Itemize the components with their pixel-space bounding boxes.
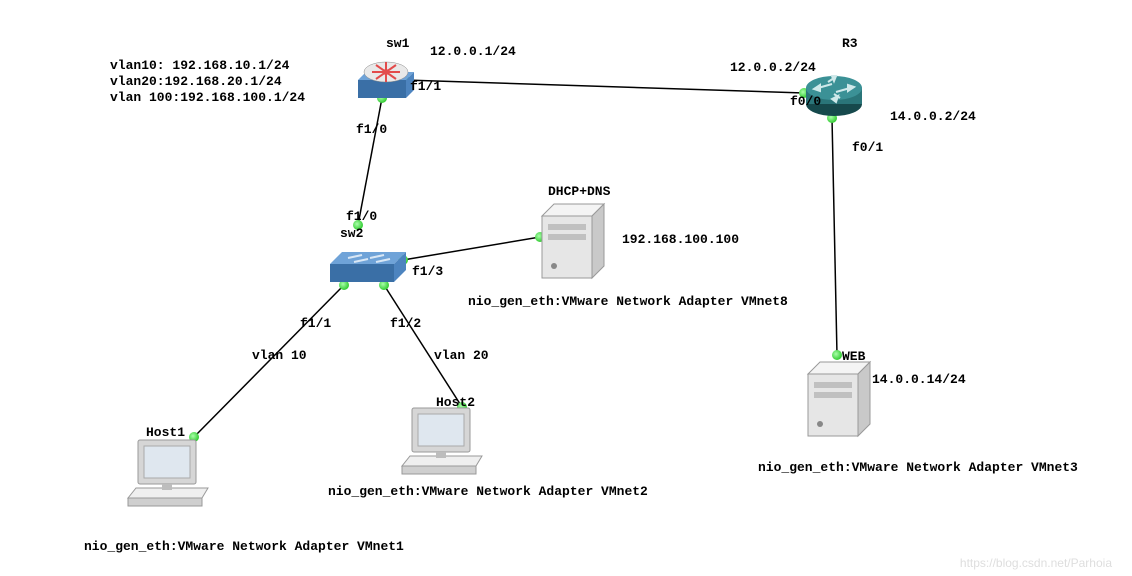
port-sw2-f13: f1/3 (412, 264, 443, 279)
label-web-adapter: nio_gen_eth:VMware Network Adapter VMnet… (758, 460, 1078, 475)
device-host1-icon (128, 440, 208, 506)
vlan-line: vlan10: 192.168.10.1/24 (110, 58, 305, 74)
device-sw1-icon (358, 62, 414, 98)
link-r3-web (832, 118, 837, 355)
label-web-ip: 14.0.0.14/24 (872, 372, 966, 387)
vlan-line: vlan 100:192.168.100.1/24 (110, 90, 305, 106)
device-web-icon (808, 362, 870, 436)
label-vlan20: vlan 20 (434, 348, 489, 363)
port-r3-f00: f0/0 (790, 94, 821, 109)
label-web-title: WEB (842, 349, 865, 364)
link-sw1-sw2 (358, 98, 382, 225)
label-link-r3left: 12.0.0.2/24 (730, 60, 816, 75)
port-sw2-f10: f1/0 (346, 209, 377, 224)
label-dhcp-ip: 192.168.100.100 (622, 232, 739, 247)
label-dhcp-title: DHCP+DNS (548, 184, 610, 199)
vlan-line: vlan20:192.168.20.1/24 (110, 74, 305, 90)
diagram-canvas: vlan10: 192.168.10.1/24 vlan20:192.168.2… (0, 0, 1132, 576)
label-sw1: sw1 (386, 36, 409, 51)
label-host2-title: Host2 (436, 395, 475, 410)
port-r3-f01: f0/1 (852, 140, 883, 155)
label-vlan10: vlan 10 (252, 348, 307, 363)
label-link-r3right: 14.0.0.2/24 (890, 109, 976, 124)
label-host1-title: Host1 (146, 425, 185, 440)
link-sw1-r3 (405, 80, 804, 93)
port-sw2-f11: f1/1 (300, 316, 331, 331)
label-sw2: sw2 (340, 226, 363, 241)
label-host2-adapter: nio_gen_eth:VMware Network Adapter VMnet… (328, 484, 648, 499)
device-dhcp-icon (542, 204, 604, 278)
port-sw1-f11: f1/1 (410, 79, 441, 94)
label-link-sw1right: 12.0.0.1/24 (430, 44, 516, 59)
device-sw2-icon (330, 252, 406, 282)
watermark: https://blog.csdn.net/Parhoia (960, 556, 1112, 570)
link-sw2-host2 (384, 285, 462, 407)
device-host2-icon (402, 408, 482, 474)
port-sw1-f10: f1/0 (356, 122, 387, 137)
link-sw2-dhcp (403, 237, 540, 260)
label-dhcp-adapter: nio_gen_eth:VMware Network Adapter VMnet… (468, 294, 788, 309)
port-sw2-f12: f1/2 (390, 316, 421, 331)
label-r3: R3 (842, 36, 858, 51)
vlan-block: vlan10: 192.168.10.1/24 vlan20:192.168.2… (110, 58, 305, 106)
port-dot (832, 350, 842, 360)
label-host1-adapter: nio_gen_eth:VMware Network Adapter VMnet… (84, 539, 404, 554)
